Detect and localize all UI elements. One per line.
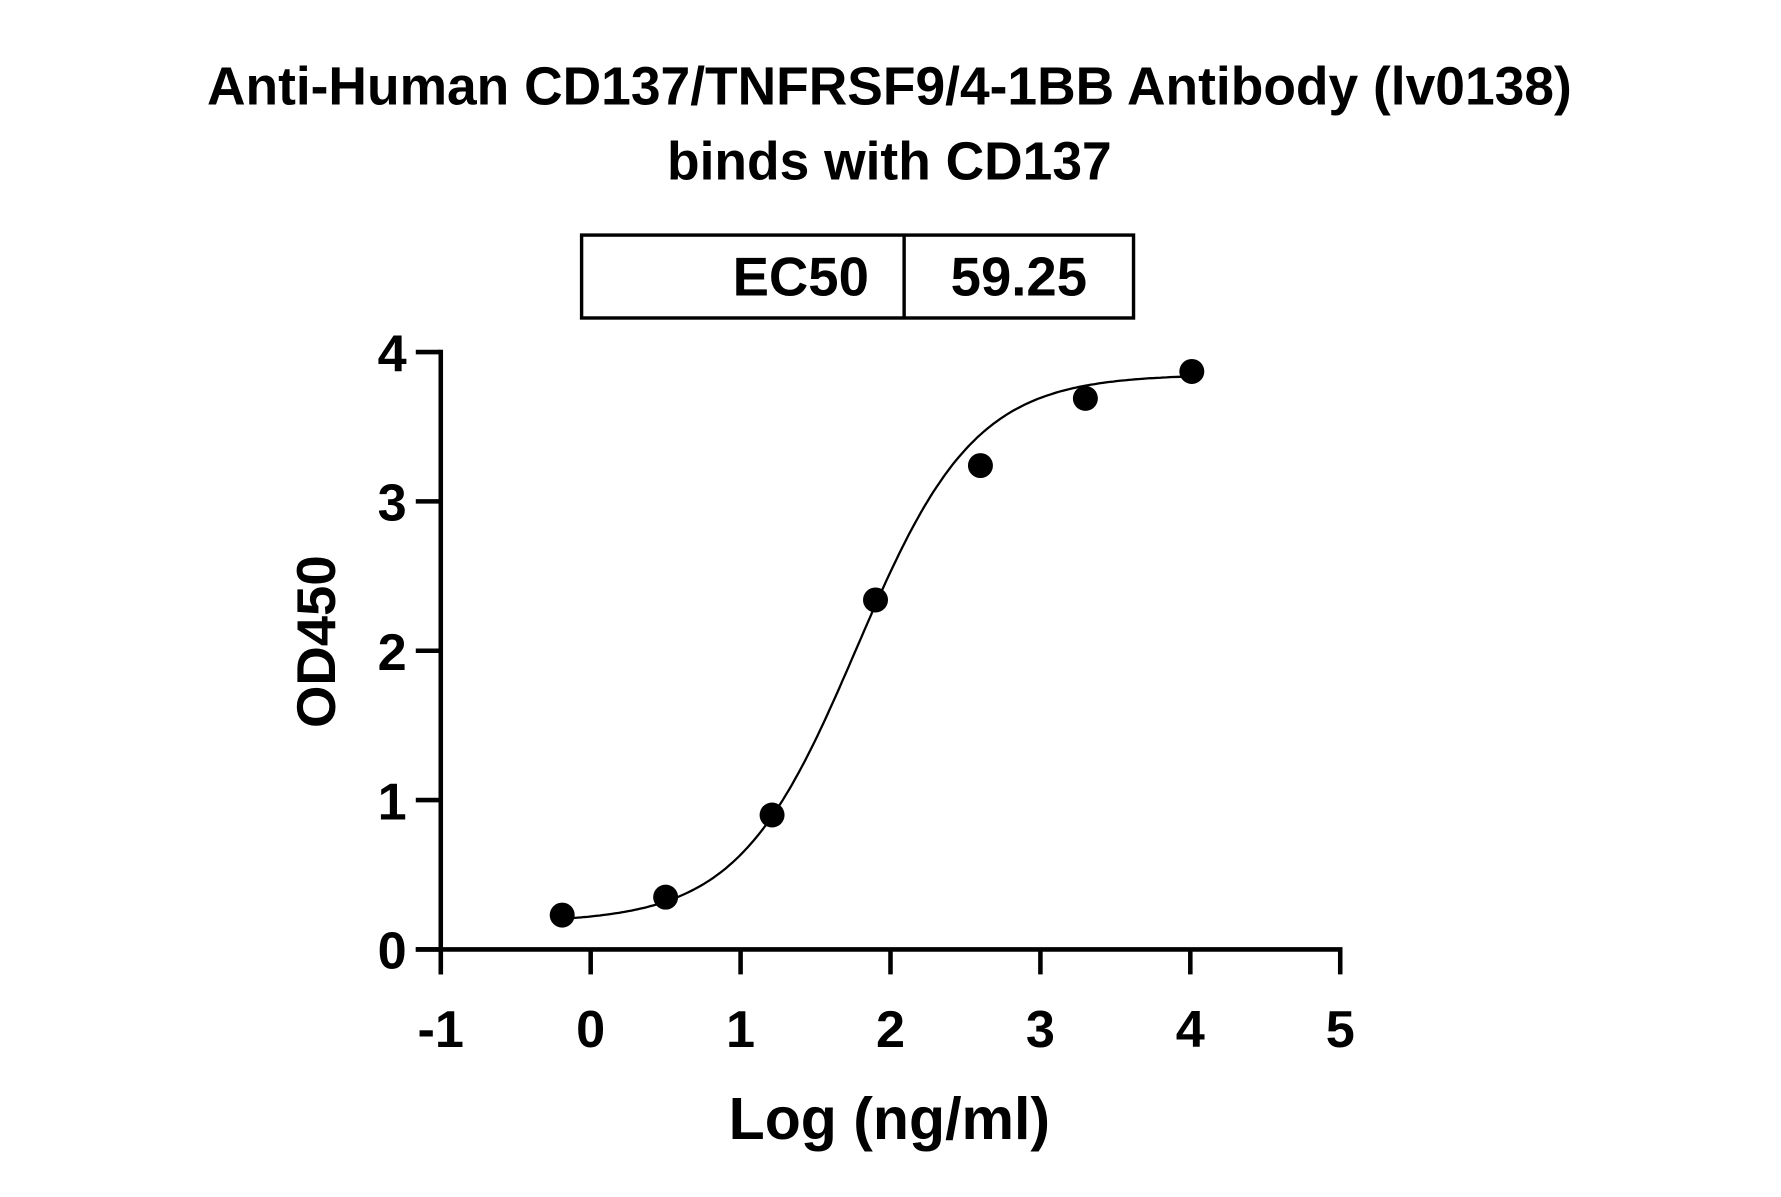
x-tick-label: 0	[576, 1001, 605, 1059]
x-tick-label: 1	[726, 1001, 755, 1059]
x-axis-label: Log (ng/ml)	[729, 1086, 1050, 1152]
y-tick-label: 0	[378, 923, 407, 981]
y-tick-label: 4	[378, 325, 407, 383]
chart-title-line-2: binds with CD137	[667, 132, 1112, 191]
data-point	[549, 902, 575, 928]
x-tick-label: 3	[1026, 1001, 1055, 1059]
data-point	[1072, 385, 1098, 411]
data-points	[549, 358, 1205, 928]
y-tick-label: 2	[378, 624, 407, 682]
y-axis-label: OD450	[286, 555, 347, 728]
chart-title-line-1: Anti-Human CD137/TNFRSF9/4-1BB Antibody …	[207, 57, 1572, 116]
ec50-table: EC50 59.25	[579, 233, 1136, 320]
data-point	[967, 453, 993, 479]
y-tick-label: 1	[378, 773, 407, 831]
x-tick-label: 5	[1326, 1001, 1355, 1059]
fit-curve	[562, 375, 1192, 920]
y-tick-label: 3	[378, 475, 407, 533]
ec50-label: EC50	[733, 246, 869, 307]
data-point	[653, 884, 679, 910]
x-tick-label: -1	[418, 1001, 464, 1059]
data-point	[759, 802, 785, 828]
x-tick-label: 4	[1176, 1001, 1205, 1059]
data-point	[1179, 358, 1205, 384]
x-tick-label: 2	[876, 1001, 905, 1059]
ec50-value: 59.25	[951, 246, 1087, 307]
data-point	[863, 587, 889, 613]
